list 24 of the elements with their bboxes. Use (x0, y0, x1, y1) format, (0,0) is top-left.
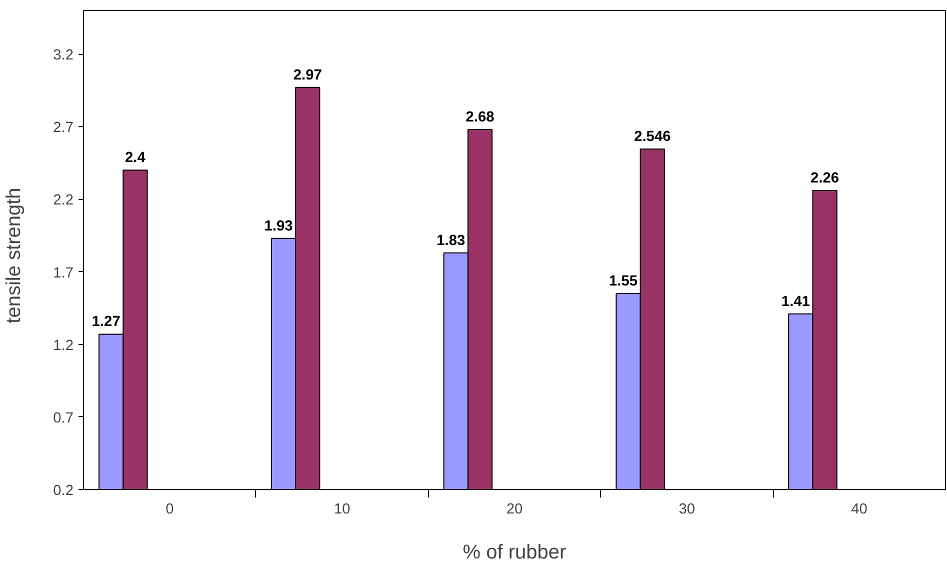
y-tick-label: 0.7 (53, 410, 74, 426)
y-tick-label: 2.2 (53, 192, 74, 209)
data-label: 1.55 (609, 274, 638, 290)
y-tick-label: 1.2 (53, 338, 74, 354)
x-tick-label: 10 (334, 502, 350, 518)
y-tick-label: 3.2 (53, 48, 74, 64)
y-tick-label: 0.2 (53, 483, 74, 499)
data-label: 1.27 (92, 314, 120, 330)
data-label: 1.93 (264, 218, 293, 234)
y-axis-title: tensile strength (3, 188, 26, 324)
x-tick-label: 30 (678, 502, 696, 518)
y-tick-label: 1.7 (53, 265, 74, 282)
x-tick-label: 20 (506, 502, 523, 518)
data-label: 2.97 (293, 67, 322, 84)
x-axis-title: % of rubber (462, 542, 567, 564)
data-label: 2.26 (810, 170, 840, 186)
data-label: 1.41 (781, 294, 810, 310)
data-label: 1.83 (436, 232, 466, 249)
x-tick-label: 0 (166, 502, 174, 518)
data-label: 2.4 (125, 150, 146, 166)
y-tick-label: 2.7 (53, 120, 74, 136)
x-tick-label: 40 (851, 502, 868, 518)
data-label: 2.68 (466, 110, 494, 126)
data-label: 2.546 (634, 128, 671, 145)
